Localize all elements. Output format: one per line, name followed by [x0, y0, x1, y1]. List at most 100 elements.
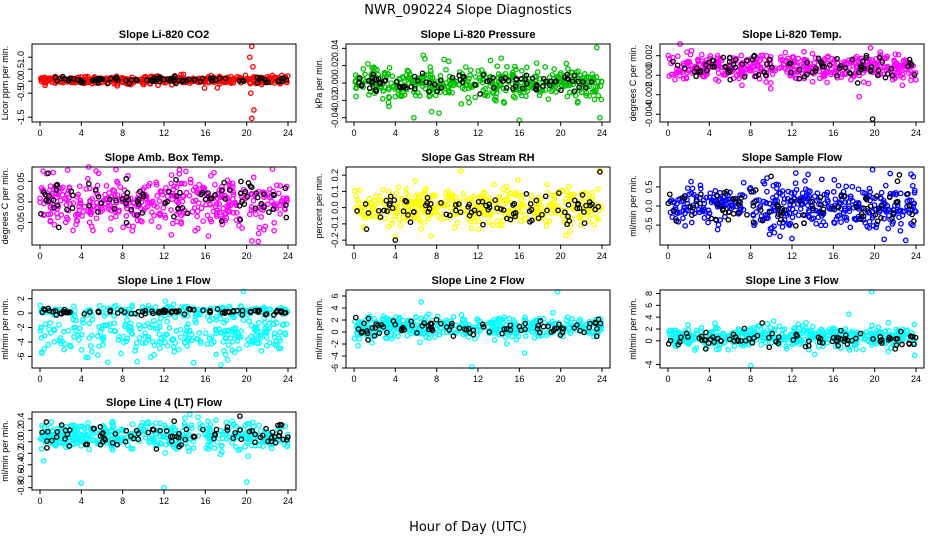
data-point: [825, 53, 831, 60]
data-point: [93, 168, 99, 174]
data-point: [111, 320, 118, 327]
data-point: [399, 73, 406, 80]
data-point: [60, 329, 67, 335]
data-point: [374, 66, 380, 73]
y-tick-label: 0.00: [330, 74, 340, 92]
data-point: [154, 192, 161, 199]
data-point: [160, 204, 167, 211]
data-point: [761, 57, 768, 63]
data-point: [856, 72, 863, 79]
data-point: [64, 196, 70, 203]
data-point: [534, 69, 541, 75]
data-point: [194, 213, 200, 220]
panel-ylabel: kPa per min.: [314, 58, 324, 109]
data-point: [887, 170, 894, 177]
data-point: [360, 66, 367, 72]
data-point: [684, 69, 691, 76]
data-point: [494, 218, 501, 224]
data-point-black: [125, 197, 132, 203]
data-point-black: [582, 84, 589, 91]
data-point: [688, 178, 694, 185]
x-tick-label: 20: [556, 128, 566, 138]
data-point: [270, 316, 276, 323]
data-point: [892, 51, 899, 58]
data-point: [597, 114, 603, 121]
data-point: [389, 217, 395, 223]
panel-title: Slope Sample Flow: [742, 152, 843, 164]
data-point: [99, 207, 106, 213]
data-point-black: [278, 75, 285, 82]
data-point: [715, 221, 722, 228]
data-point: [57, 197, 64, 204]
data-point: [85, 175, 91, 182]
data-point: [458, 101, 465, 107]
y-tick-label: 0.04: [330, 40, 340, 58]
data-point: [420, 52, 427, 59]
data-point-black: [741, 74, 748, 80]
data-point: [754, 61, 761, 68]
data-point: [97, 302, 103, 309]
data-point-black: [157, 76, 163, 82]
data-point: [758, 52, 764, 59]
data-point: [47, 330, 54, 336]
scatter-points: [351, 288, 605, 370]
x-tick-label: 0: [37, 374, 42, 384]
x-tick-label: 8: [434, 128, 439, 138]
data-point-black: [399, 84, 406, 90]
panel-title: Slope Line 2 Flow: [432, 275, 525, 287]
x-tick-label: 16: [514, 128, 524, 138]
data-point-black: [150, 75, 157, 81]
data-point: [246, 211, 253, 218]
data-point: [392, 93, 399, 100]
data-point: [809, 78, 816, 85]
data-point: [47, 204, 54, 211]
data-point: [86, 446, 92, 453]
data-point-black: [786, 60, 793, 67]
data-point: [114, 180, 121, 186]
data-point: [422, 85, 429, 92]
data-point: [563, 60, 570, 67]
data-point: [240, 317, 247, 324]
x-tick-label: 12: [787, 374, 797, 384]
data-point-black: [768, 173, 774, 180]
data-point-black: [730, 210, 737, 217]
data-point-black: [54, 181, 61, 188]
data-point: [205, 418, 211, 424]
x-tick-label: 16: [828, 251, 838, 261]
data-point: [497, 73, 504, 79]
data-point: [153, 179, 160, 186]
data-point: [695, 56, 702, 63]
data-point: [129, 227, 136, 234]
data-point: [250, 197, 257, 204]
data-point-black: [449, 74, 456, 81]
data-point: [418, 299, 425, 305]
x-tick-label: 0: [351, 128, 356, 138]
data-point: [441, 56, 447, 63]
y-tick-label: -1.5: [16, 109, 26, 125]
data-point-black: [64, 206, 70, 213]
data-point: [143, 205, 149, 211]
data-point: [838, 219, 844, 225]
data-point-black: [199, 189, 206, 196]
data-point: [183, 189, 190, 196]
x-tick-label: 20: [870, 374, 880, 384]
x-tick-label: 20: [242, 374, 252, 384]
data-point: [214, 84, 221, 91]
data-point: [194, 189, 200, 196]
data-point-black: [370, 71, 377, 78]
data-point-black: [834, 55, 840, 62]
data-point: [355, 342, 361, 349]
data-point: [78, 347, 85, 353]
data-point: [427, 68, 434, 75]
data-point: [536, 92, 543, 99]
data-point: [258, 348, 265, 354]
data-point-black: [45, 198, 52, 205]
data-point: [496, 80, 503, 87]
data-point: [865, 80, 872, 87]
data-point-black: [558, 87, 564, 94]
data-point-black: [199, 75, 206, 82]
data-point: [527, 81, 534, 87]
data-point-black: [67, 75, 73, 82]
x-tick-label: 20: [556, 251, 566, 261]
